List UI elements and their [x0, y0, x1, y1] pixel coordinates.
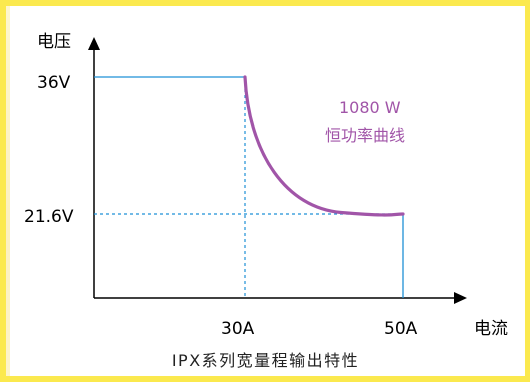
y-tick-36v: 36V — [37, 73, 71, 93]
x-axis-label: 电流 — [474, 319, 508, 339]
x-tick-30a: 30A — [221, 319, 255, 339]
y-tick-21-6v: 21.6V — [24, 207, 74, 227]
chart-title: IPX系列宽量程输出特性 — [171, 351, 360, 370]
constant-power-curve — [243, 75, 405, 217]
annotation-power: 1080 W — [339, 98, 401, 117]
x-tick-50a: 50A — [384, 319, 418, 339]
y-axis-label: 电压 — [37, 32, 71, 52]
x-axis-arrow — [454, 292, 467, 304]
annotation-curve-label: 恒功率曲线 — [325, 126, 405, 145]
y-axis-arrow — [88, 37, 100, 50]
